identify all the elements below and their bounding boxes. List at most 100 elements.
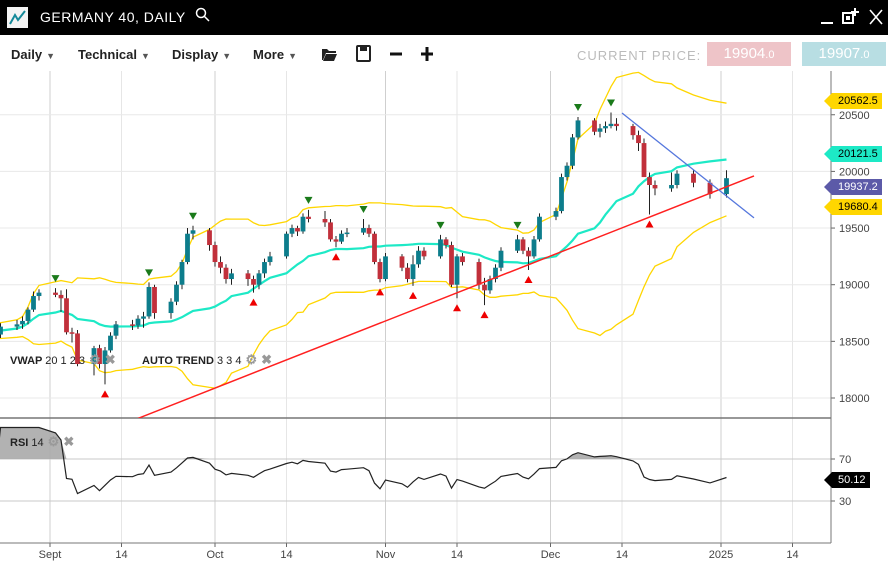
candle-body bbox=[570, 137, 575, 166]
candle-body bbox=[597, 128, 603, 132]
candle-body bbox=[652, 184, 658, 189]
popout-icon[interactable] bbox=[842, 6, 860, 31]
close-icon[interactable]: ✖ bbox=[104, 352, 116, 367]
candle-body bbox=[229, 273, 234, 280]
technical-menu-label: Technical bbox=[78, 47, 138, 62]
candle-body bbox=[102, 350, 108, 365]
candle-body bbox=[630, 126, 636, 136]
rsi-legend: RSI 14 ⚙ ✖ bbox=[10, 434, 74, 450]
candle-body bbox=[361, 228, 366, 233]
display-menu[interactable]: Display ▼ bbox=[172, 47, 231, 62]
fractal-high-marker bbox=[574, 104, 582, 112]
candle-body bbox=[135, 318, 141, 326]
folder-open-icon[interactable] bbox=[321, 46, 338, 67]
fractal-high-marker bbox=[189, 212, 197, 220]
candle-body bbox=[482, 284, 487, 291]
candle-body bbox=[449, 245, 454, 285]
candle-body bbox=[97, 348, 102, 365]
close-icon[interactable] bbox=[868, 6, 884, 31]
close-icon[interactable]: ✖ bbox=[63, 434, 75, 449]
fractal-low-marker bbox=[409, 291, 417, 299]
candle-body bbox=[64, 298, 69, 333]
window-title: GERMANY 40, DAILY bbox=[40, 9, 186, 25]
minimize-icon[interactable] bbox=[820, 6, 834, 31]
candle-body bbox=[438, 239, 443, 257]
candle-body bbox=[218, 262, 223, 268]
candle-body bbox=[14, 324, 20, 327]
candle-body bbox=[53, 292, 58, 295]
gear-icon[interactable]: ⚙ bbox=[89, 352, 101, 367]
candle-body bbox=[498, 250, 504, 268]
buy-price-button[interactable]: 19907.0 bbox=[802, 42, 886, 66]
vwap-name: VWAP bbox=[10, 355, 43, 367]
price-axis-label: 18500 bbox=[839, 336, 870, 348]
technical-menu[interactable]: Technical ▼ bbox=[78, 47, 150, 62]
close-icon[interactable]: ✖ bbox=[261, 352, 273, 367]
candle-body bbox=[669, 184, 674, 189]
candle-body bbox=[421, 250, 427, 257]
save-icon[interactable] bbox=[356, 45, 371, 67]
sell-price: 19904 bbox=[723, 45, 766, 62]
rsi-line bbox=[0, 426, 727, 495]
candle-body bbox=[399, 256, 405, 268]
candle-body bbox=[575, 120, 581, 138]
fractal-high-marker bbox=[304, 196, 313, 204]
candle-body bbox=[372, 233, 377, 263]
candle-body bbox=[113, 324, 119, 336]
price-axis-label: 18000 bbox=[839, 393, 870, 405]
candle-body bbox=[152, 286, 157, 314]
candle-body bbox=[0, 326, 3, 335]
sma-line bbox=[0, 158, 727, 333]
candle-body bbox=[36, 292, 42, 297]
candle-body bbox=[592, 120, 597, 132]
gear-icon[interactable]: ⚙ bbox=[47, 434, 60, 449]
fractal-low-marker bbox=[376, 288, 384, 296]
candle-body bbox=[245, 273, 251, 280]
candle-body bbox=[564, 165, 570, 178]
candle-body bbox=[58, 294, 64, 299]
candle-body bbox=[322, 218, 328, 223]
candle-body bbox=[333, 239, 339, 242]
candle-body bbox=[141, 316, 146, 319]
candle-body bbox=[520, 239, 526, 251]
time-axis-label: 14 bbox=[451, 549, 463, 561]
rsi-value-tag: 50.12 bbox=[824, 472, 870, 488]
zoom-out-button[interactable] bbox=[389, 44, 403, 67]
fractal-high-marker bbox=[513, 221, 522, 229]
sell-price-button[interactable]: 19904.0 bbox=[707, 42, 791, 66]
price-axis-label: 20500 bbox=[839, 110, 870, 122]
time-axis-label: Oct bbox=[206, 549, 223, 561]
candle-body bbox=[383, 256, 388, 280]
title-bar: GERMANY 40, DAILY bbox=[0, 0, 888, 35]
candle-body bbox=[531, 239, 537, 257]
candle-body bbox=[377, 262, 383, 280]
candle-body bbox=[25, 309, 31, 321]
fractal-high-marker bbox=[145, 269, 153, 277]
resistance-trend-line bbox=[621, 112, 755, 219]
chevron-down-icon: ▼ bbox=[141, 51, 150, 61]
more-menu-label: More bbox=[253, 47, 285, 62]
candle-body bbox=[108, 335, 113, 351]
display-menu-label: Display bbox=[172, 47, 219, 62]
candle-body bbox=[443, 239, 449, 246]
candle-body bbox=[267, 256, 273, 263]
candle-body bbox=[174, 284, 179, 302]
zoom-in-button[interactable] bbox=[420, 44, 434, 67]
chevron-down-icon: ▼ bbox=[222, 51, 232, 61]
candle-body bbox=[674, 173, 680, 185]
chevron-down-icon: ▼ bbox=[288, 51, 297, 61]
candle-body bbox=[69, 332, 75, 334]
candle-body bbox=[256, 273, 262, 285]
candle-body bbox=[691, 173, 696, 183]
candle-body bbox=[493, 267, 498, 280]
daily-menu[interactable]: Daily ▼ bbox=[11, 47, 55, 62]
chart-logo-icon bbox=[7, 7, 28, 28]
gear-icon[interactable]: ⚙ bbox=[245, 352, 258, 367]
candle-body bbox=[647, 177, 652, 185]
search-icon[interactable] bbox=[195, 6, 211, 29]
rsi-overbought-fill bbox=[0, 427, 727, 459]
more-menu[interactable]: More ▼ bbox=[253, 47, 297, 62]
vwap-params: 20 1 2 3 bbox=[45, 355, 86, 367]
candle-body bbox=[284, 233, 289, 257]
